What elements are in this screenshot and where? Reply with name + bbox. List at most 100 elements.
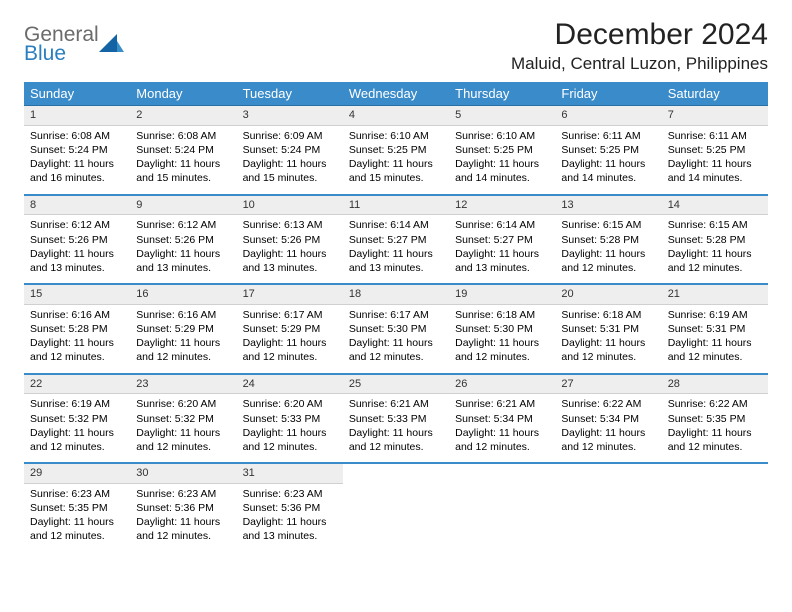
sunset-line: Sunset: 5:27 PM bbox=[455, 233, 549, 247]
daylight-line2: and 12 minutes. bbox=[349, 350, 443, 364]
sunset-line: Sunset: 5:27 PM bbox=[349, 233, 443, 247]
daylight-line2: and 12 minutes. bbox=[561, 261, 655, 275]
daylight-line1: Daylight: 11 hours bbox=[136, 336, 230, 350]
calendar-cell: 16Sunrise: 6:16 AMSunset: 5:29 PMDayligh… bbox=[130, 284, 236, 373]
calendar-cell: 2Sunrise: 6:08 AMSunset: 5:24 PMDaylight… bbox=[130, 106, 236, 194]
calendar-week: 29Sunrise: 6:23 AMSunset: 5:35 PMDayligh… bbox=[24, 463, 768, 552]
daylight-line1: Daylight: 11 hours bbox=[243, 247, 337, 261]
dayhead-wed: Wednesday bbox=[343, 82, 449, 106]
calendar-cell: 20Sunrise: 6:18 AMSunset: 5:31 PMDayligh… bbox=[555, 284, 661, 373]
day-body: Sunrise: 6:21 AMSunset: 5:33 PMDaylight:… bbox=[343, 394, 449, 462]
daylight-line2: and 12 minutes. bbox=[136, 440, 230, 454]
sunrise-line: Sunrise: 6:08 AM bbox=[30, 129, 124, 143]
daylight-line2: and 15 minutes. bbox=[349, 171, 443, 185]
month-title: December 2024 bbox=[511, 18, 768, 52]
sunrise-line: Sunrise: 6:11 AM bbox=[561, 129, 655, 143]
brand-logo: General Blue bbox=[24, 24, 125, 64]
calendar-cell: 12Sunrise: 6:14 AMSunset: 5:27 PMDayligh… bbox=[449, 195, 555, 284]
calendar-cell: 19Sunrise: 6:18 AMSunset: 5:30 PMDayligh… bbox=[449, 284, 555, 373]
daylight-line2: and 12 minutes. bbox=[136, 529, 230, 543]
day-body: Sunrise: 6:08 AMSunset: 5:24 PMDaylight:… bbox=[24, 126, 130, 194]
day-body: Sunrise: 6:13 AMSunset: 5:26 PMDaylight:… bbox=[237, 215, 343, 283]
daylight-line1: Daylight: 11 hours bbox=[455, 247, 549, 261]
day-number: 25 bbox=[343, 375, 449, 395]
header: General Blue December 2024 Maluid, Centr… bbox=[24, 18, 768, 74]
sunrise-line: Sunrise: 6:13 AM bbox=[243, 218, 337, 232]
dayhead-sun: Sunday bbox=[24, 82, 130, 106]
sunrise-line: Sunrise: 6:15 AM bbox=[561, 218, 655, 232]
daylight-line2: and 16 minutes. bbox=[30, 171, 124, 185]
calendar-cell: 27Sunrise: 6:22 AMSunset: 5:34 PMDayligh… bbox=[555, 374, 661, 463]
daylight-line1: Daylight: 11 hours bbox=[243, 157, 337, 171]
day-number: 13 bbox=[555, 196, 661, 216]
sunset-line: Sunset: 5:25 PM bbox=[455, 143, 549, 157]
daylight-line2: and 13 minutes. bbox=[243, 261, 337, 275]
sunset-line: Sunset: 5:34 PM bbox=[561, 412, 655, 426]
sunset-line: Sunset: 5:28 PM bbox=[561, 233, 655, 247]
calendar-cell: 9Sunrise: 6:12 AMSunset: 5:26 PMDaylight… bbox=[130, 195, 236, 284]
day-body: Sunrise: 6:17 AMSunset: 5:30 PMDaylight:… bbox=[343, 305, 449, 373]
day-number: 9 bbox=[130, 196, 236, 216]
day-number: 17 bbox=[237, 285, 343, 305]
day-number: 5 bbox=[449, 106, 555, 126]
calendar-table: Sunday Monday Tuesday Wednesday Thursday… bbox=[24, 82, 768, 552]
sunset-line: Sunset: 5:33 PM bbox=[243, 412, 337, 426]
sunset-line: Sunset: 5:32 PM bbox=[136, 412, 230, 426]
day-number: 20 bbox=[555, 285, 661, 305]
sunrise-line: Sunrise: 6:23 AM bbox=[243, 487, 337, 501]
day-number: 23 bbox=[130, 375, 236, 395]
calendar-cell: 11 Sunrise: 6:14 AMSunset: 5:27 PMDayligh… bbox=[343, 195, 449, 284]
daylight-line1: Daylight: 11 hours bbox=[668, 247, 762, 261]
sunrise-line: Sunrise: 6:22 AM bbox=[668, 397, 762, 411]
day-number: 22 bbox=[24, 375, 130, 395]
day-body: Sunrise: 6:22 AMSunset: 5:35 PMDaylight:… bbox=[662, 394, 768, 462]
sunset-line: Sunset: 5:29 PM bbox=[136, 322, 230, 336]
day-number: 27 bbox=[555, 375, 661, 395]
day-number: 16 bbox=[130, 285, 236, 305]
day-number: 2 bbox=[130, 106, 236, 126]
day-body: Sunrise: 6:12 AMSunset: 5:26 PMDaylight:… bbox=[130, 215, 236, 283]
daylight-line1: Daylight: 11 hours bbox=[136, 157, 230, 171]
calendar-cell: 14Sunrise: 6:15 AMSunset: 5:28 PMDayligh… bbox=[662, 195, 768, 284]
day-number: 21 bbox=[662, 285, 768, 305]
calendar-cell: 29Sunrise: 6:23 AMSunset: 5:35 PMDayligh… bbox=[24, 463, 130, 552]
day-number: 6 bbox=[555, 106, 661, 126]
day-number: 30 bbox=[130, 464, 236, 484]
sunrise-line: Sunrise: 6:22 AM bbox=[561, 397, 655, 411]
calendar-page: General Blue December 2024 Maluid, Centr… bbox=[0, 0, 792, 570]
daylight-line1: Daylight: 11 hours bbox=[349, 247, 443, 261]
calendar-cell: 24Sunrise: 6:20 AMSunset: 5:33 PMDayligh… bbox=[237, 374, 343, 463]
day-number: 18 bbox=[343, 285, 449, 305]
sunset-line: Sunset: 5:33 PM bbox=[349, 412, 443, 426]
sunrise-line: Sunrise: 6:18 AM bbox=[455, 308, 549, 322]
calendar-cell: 26Sunrise: 6:21 AMSunset: 5:34 PMDayligh… bbox=[449, 374, 555, 463]
day-body: Sunrise: 6:16 AMSunset: 5:29 PMDaylight:… bbox=[130, 305, 236, 373]
day-number: 8 bbox=[24, 196, 130, 216]
daylight-line1: Daylight: 11 hours bbox=[243, 426, 337, 440]
day-body: Sunrise: 6:18 AMSunset: 5:31 PMDaylight:… bbox=[555, 305, 661, 373]
calendar-cell: 3Sunrise: 6:09 AMSunset: 5:24 PMDaylight… bbox=[237, 106, 343, 194]
day-body: Sunrise: 6:15 AMSunset: 5:28 PMDaylight:… bbox=[555, 215, 661, 283]
sunrise-line: Sunrise: 6:09 AM bbox=[243, 129, 337, 143]
daylight-line1: Daylight: 11 hours bbox=[30, 336, 124, 350]
day-number: 11 bbox=[343, 196, 449, 216]
sunrise-line: Sunrise: 6:16 AM bbox=[30, 308, 124, 322]
day-number: 1 bbox=[24, 106, 130, 126]
daylight-line2: and 13 minutes. bbox=[455, 261, 549, 275]
calendar-cell: 10Sunrise: 6:13 AMSunset: 5:26 PMDayligh… bbox=[237, 195, 343, 284]
calendar-cell: 28Sunrise: 6:22 AMSunset: 5:35 PMDayligh… bbox=[662, 374, 768, 463]
dayhead-tue: Tuesday bbox=[237, 82, 343, 106]
sunrise-line: Sunrise: 6:19 AM bbox=[30, 397, 124, 411]
daylight-line1: Daylight: 11 hours bbox=[30, 515, 124, 529]
sunset-line: Sunset: 5:25 PM bbox=[561, 143, 655, 157]
calendar-cell: 23Sunrise: 6:20 AMSunset: 5:32 PMDayligh… bbox=[130, 374, 236, 463]
sunrise-line: Sunrise: 6:14 AM bbox=[349, 218, 443, 232]
sunset-line: Sunset: 5:30 PM bbox=[455, 322, 549, 336]
daylight-line1: Daylight: 11 hours bbox=[136, 426, 230, 440]
calendar-cell: 5Sunrise: 6:10 AMSunset: 5:25 PMDaylight… bbox=[449, 106, 555, 194]
sunset-line: Sunset: 5:24 PM bbox=[136, 143, 230, 157]
daylight-line2: and 12 minutes. bbox=[30, 440, 124, 454]
daylight-line2: and 12 minutes. bbox=[136, 350, 230, 364]
day-number: 14 bbox=[662, 196, 768, 216]
day-number: 7 bbox=[662, 106, 768, 126]
